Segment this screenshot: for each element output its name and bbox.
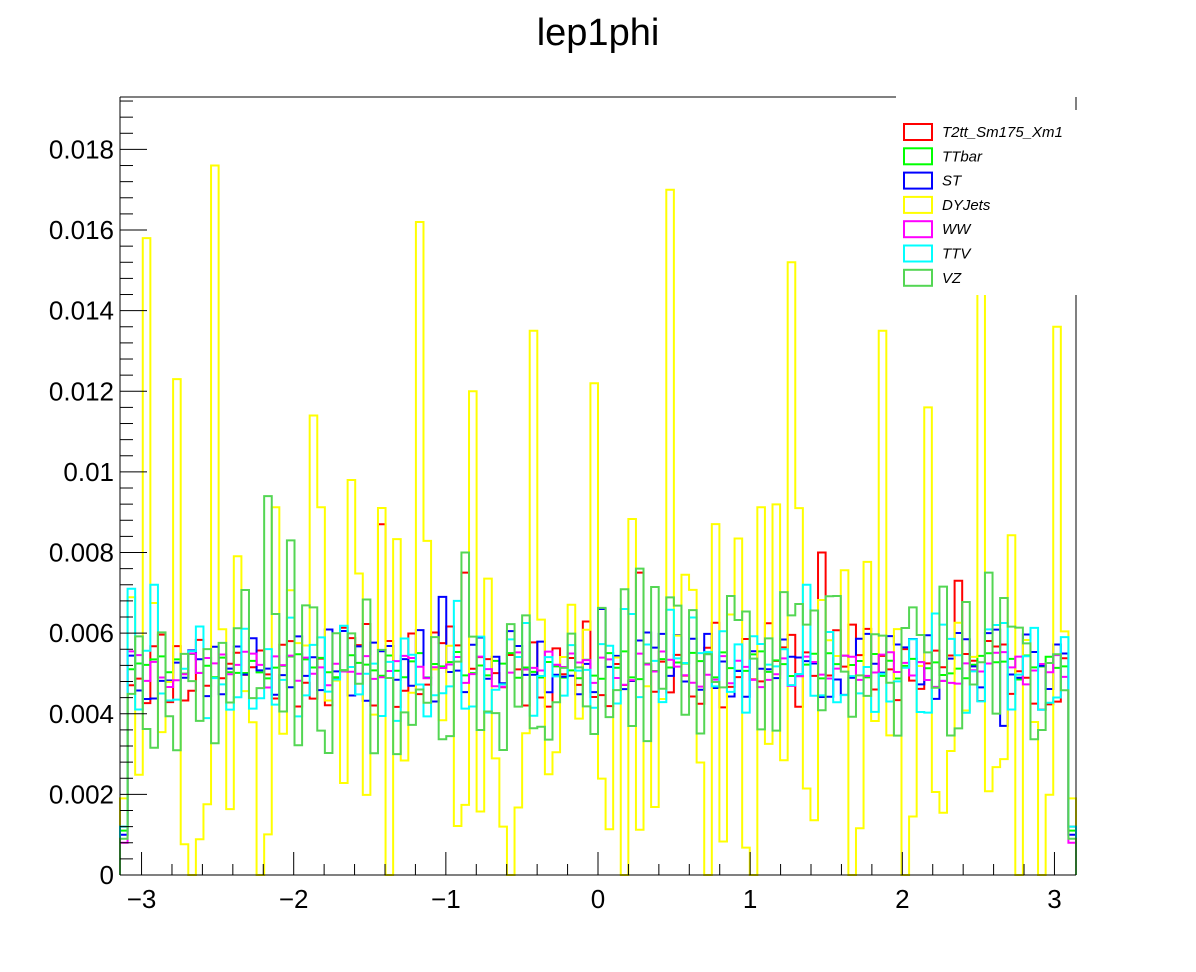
legend-swatch [903, 268, 933, 287]
y-tick-label: 0.006 [49, 618, 114, 648]
y-tick-label: 0.008 [49, 538, 114, 568]
y-tick-label: 0.012 [49, 376, 114, 406]
legend-swatch [903, 171, 933, 190]
legend-label: ST [942, 173, 963, 190]
axes: 0 0.002 0.004 0.006 0.008 0.01 0.012 0.014 0.016… [49, 100, 1062, 914]
x-tick-label: 1 [743, 884, 757, 914]
legend-label: DYJets [942, 197, 991, 214]
x-tick-label: −3 [127, 884, 157, 914]
legend-label: VZ [942, 270, 962, 287]
y-tick-label: 0.014 [49, 296, 114, 326]
series-vz-histogram [119, 495, 1077, 875]
legend-label: TTV [942, 246, 972, 263]
legend-swatch [903, 147, 933, 166]
legend-swatch [903, 244, 933, 263]
legend-swatch [903, 195, 933, 214]
legend-swatch [903, 123, 933, 141]
legend-label: TTbar [942, 148, 983, 165]
chart-title: lep1phi [537, 12, 660, 54]
legend-label: WW [942, 221, 972, 238]
x-tick-label: −1 [431, 884, 461, 914]
legend: T2tt_Sm175_Xm1 TTbar ST DYJets WW TTV VZ [896, 110, 1086, 295]
y-tick-label: 0.01 [63, 457, 114, 487]
x-tick-label: 2 [895, 884, 909, 914]
histogram-layer [119, 164, 1077, 876]
y-tick-label: 0 [100, 860, 114, 890]
y-tick-label: 0.004 [49, 699, 114, 729]
y-tick-label: 0.018 [49, 134, 114, 164]
legend-label: T2tt_Sm175_Xm1 [942, 124, 1063, 141]
x-tick-label: −2 [279, 884, 309, 914]
legend-swatch [903, 220, 933, 239]
y-tick-label: 0.002 [49, 779, 114, 809]
x-tick-label: 0 [591, 884, 605, 914]
x-tick-label: 3 [1047, 884, 1061, 914]
y-tick-label: 0.016 [49, 215, 114, 245]
